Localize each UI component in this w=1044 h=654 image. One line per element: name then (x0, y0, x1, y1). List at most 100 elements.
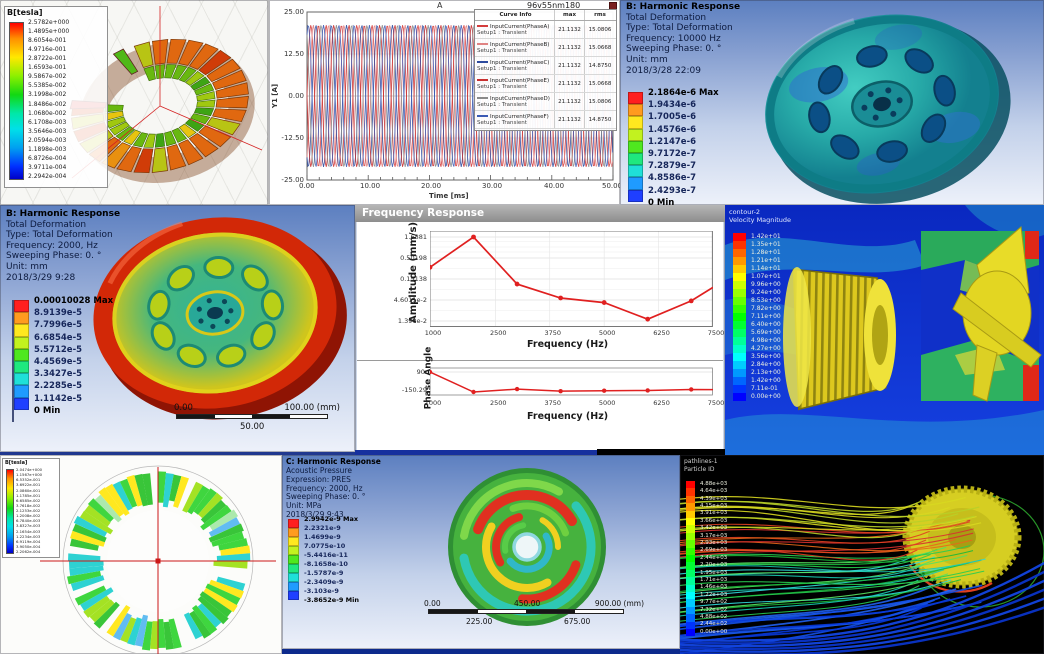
particle-id-colorbar: 4.88e+03 4.64e+03 4.39e+03 4.15e+03 3.91e+03… (686, 481, 756, 641)
colorbar-cell (686, 562, 695, 570)
colorbar-value: 0 Min (648, 197, 675, 205)
phase-chart-canvas[interactable] (430, 367, 713, 397)
pathlines-3d-view[interactable] (680, 455, 1044, 654)
header-line: Sweeping Phase: 0. ° (6, 251, 102, 262)
axis-tick: -150.29 (401, 386, 427, 394)
colorbar-cell (686, 569, 695, 578)
colorbar-value: 2.84e+00 (751, 361, 781, 368)
colorbar-cell (686, 532, 695, 541)
colorbar-value: 2.13e+00 (751, 369, 781, 376)
colorbar-value: 1.35e+01 (751, 241, 781, 248)
colorbar-cell (288, 537, 299, 546)
acoustic-disc-3d-view[interactable] (397, 455, 667, 645)
colorbar-value: -2.3409e-9 (304, 578, 344, 586)
colorbar-value: 4.88e+02 (700, 613, 728, 620)
scale-ruler: 0.00 450.00 900.00 (mm) 225.00 675.00 (414, 599, 644, 629)
header-line: Type: Total Deformation (626, 23, 733, 34)
curve-swatch (477, 61, 488, 63)
axis-tick: 2500 (490, 399, 507, 407)
colorbar-value: 0.00e+00 (700, 628, 728, 635)
colorbar-cell (686, 614, 695, 622)
header-line: Unit: MPa (286, 501, 322, 511)
colorbar-cell (14, 385, 29, 398)
header-line: Unit: mm (626, 55, 668, 66)
colorbar-value: 1.6593e-001 (28, 64, 67, 72)
colorbar-value: 7.11e-01 (751, 385, 778, 392)
deformation-colorbar: 2.1864e-6 Max 1.9434e-6 1.7005e-6 1.4576e-6… (628, 88, 738, 205)
colorbar-cell (733, 377, 746, 385)
colorbar-cell (14, 312, 29, 325)
colorbar-cell (686, 621, 695, 629)
scale-ruler: 0.00 100.00 (mm) 50.00 (170, 403, 340, 435)
colorbar-value: 6.5352e-001 (16, 477, 41, 483)
colorbar-value: -8.1658e-10 (304, 560, 348, 568)
colorbar-value: 2.2321e-9 (304, 524, 341, 532)
colorbar-value: 1.21e+01 (751, 257, 781, 264)
pressure-colorbar: 2.9942e-9 Max 2.2321e-9 1.4699e-9 7.0775e-1… (288, 515, 383, 611)
flywheel-teal-3d-view[interactable] (730, 0, 1044, 205)
rotor-2d-view[interactable] (0, 455, 282, 654)
colorbar-value: 1.71e+03 (700, 576, 728, 583)
header-line: 2018/3/29 9:28 (6, 272, 76, 283)
panel-cfd-velocity: contour-2 Velocity Magnitude 1.42e+01 1.35… (725, 205, 1044, 455)
colorbar-value: 1.22e+03 (700, 591, 728, 598)
colorbar-value: 1.2234e-003 (16, 533, 41, 539)
colorbar-cell (733, 265, 746, 273)
colorbar-cell (14, 348, 29, 361)
colorbar-value: 3.56e+00 (751, 353, 781, 360)
colorbar-value: 1.46e+03 (700, 584, 728, 591)
cfd-legend-title: contour-2 Velocity Magnitude (729, 208, 791, 224)
colorbar-value: 1.28e+01 (751, 249, 781, 256)
window-titlebar[interactable]: Frequency Response (355, 205, 725, 222)
amplitude-chart-canvas[interactable] (430, 231, 713, 327)
axis-tick: 30.00 (482, 182, 503, 190)
colorbar-value: 1.2008e-002 (16, 513, 41, 519)
colorbar-value: -1.5787e-9 (304, 569, 344, 577)
cfd-3d-view[interactable] (725, 205, 1044, 455)
flywheel-red-3d-view[interactable] (65, 205, 355, 452)
axis-tick: 1.6881 (404, 233, 427, 241)
colorbar-value: 8.6054e-001 (28, 37, 67, 45)
colorbar-value: 1.4576e-6 (648, 124, 697, 135)
colorbar-value: 1.4699e-9 (304, 533, 341, 541)
panel-acoustic-pressure: C: Harmonic Response Acoustic Pressure Exp… (282, 455, 680, 654)
colorbar-value: 7.2879e-7 (648, 161, 697, 172)
panel-maxwell-stator: B[tesla] 2.5782e+000 1.4895e+000 8.6054e-0… (0, 0, 268, 205)
colorbar-cell (628, 104, 643, 117)
header-line: Frequency: 2000, Hz (286, 483, 363, 493)
colorbar-cell (14, 300, 29, 313)
deformation-colorbar: 0.00010028 Max 8.9139e-5 7.7996e-5 6.6854e-… (12, 296, 122, 422)
colorbar-value: 6.9119e-004 (16, 538, 41, 544)
colorbar-value: 2.8722e-001 (28, 55, 67, 63)
curve-swatch (477, 115, 488, 117)
colorbar-cell (733, 393, 746, 401)
axis-tick: 3750 (544, 399, 561, 407)
chart-separator (357, 360, 723, 361)
axis-tick: 5000 (598, 399, 616, 407)
colorbar-cell (628, 140, 643, 153)
colorbar-value: 1.1142e-5 (34, 393, 83, 404)
legend-row: InputCurrent(PhaseC) Setup1 : Transient 2… (475, 57, 616, 75)
colorbar-value: 6.8726e-004 (28, 154, 67, 162)
axis-tick: 40.00 (544, 182, 565, 190)
frequency-response-body (357, 222, 723, 450)
colorbar-value: 1.9434e-6 (648, 100, 697, 111)
header-line: Unit: mm (6, 262, 48, 273)
panel-maxwell-rotor: B[tesla] 2.0474e+000 1.1567e+000 6.5352e-0… (0, 455, 282, 654)
colorbar-cell (628, 92, 643, 105)
result-header: B: Harmonic Response Total Deformation Typ… (626, 2, 740, 76)
result-header: C: Harmonic Response Acoustic Pressure Exp… (286, 457, 381, 520)
colorbar-values: 2.5782e+000 1.4895e+000 8.6054e-001 4.9716e… (28, 19, 106, 182)
colorbar-cell (686, 510, 695, 518)
colorbar-value: 2.44e+02 (700, 621, 728, 628)
axis-tick: 3750 (544, 329, 561, 337)
ruler-max: 100.00 (mm) (284, 403, 340, 413)
axis-tick: 7500 (707, 329, 725, 337)
header-line: 2018/3/29 9:43 (286, 510, 344, 520)
colorbar-cell (628, 128, 643, 141)
colorbar-value: 2.0860e-001 (16, 487, 41, 493)
colorbar-value: 3.3427e-5 (34, 369, 83, 380)
legend-col: Curve Info (499, 12, 532, 18)
colorbar-cell (628, 177, 643, 190)
